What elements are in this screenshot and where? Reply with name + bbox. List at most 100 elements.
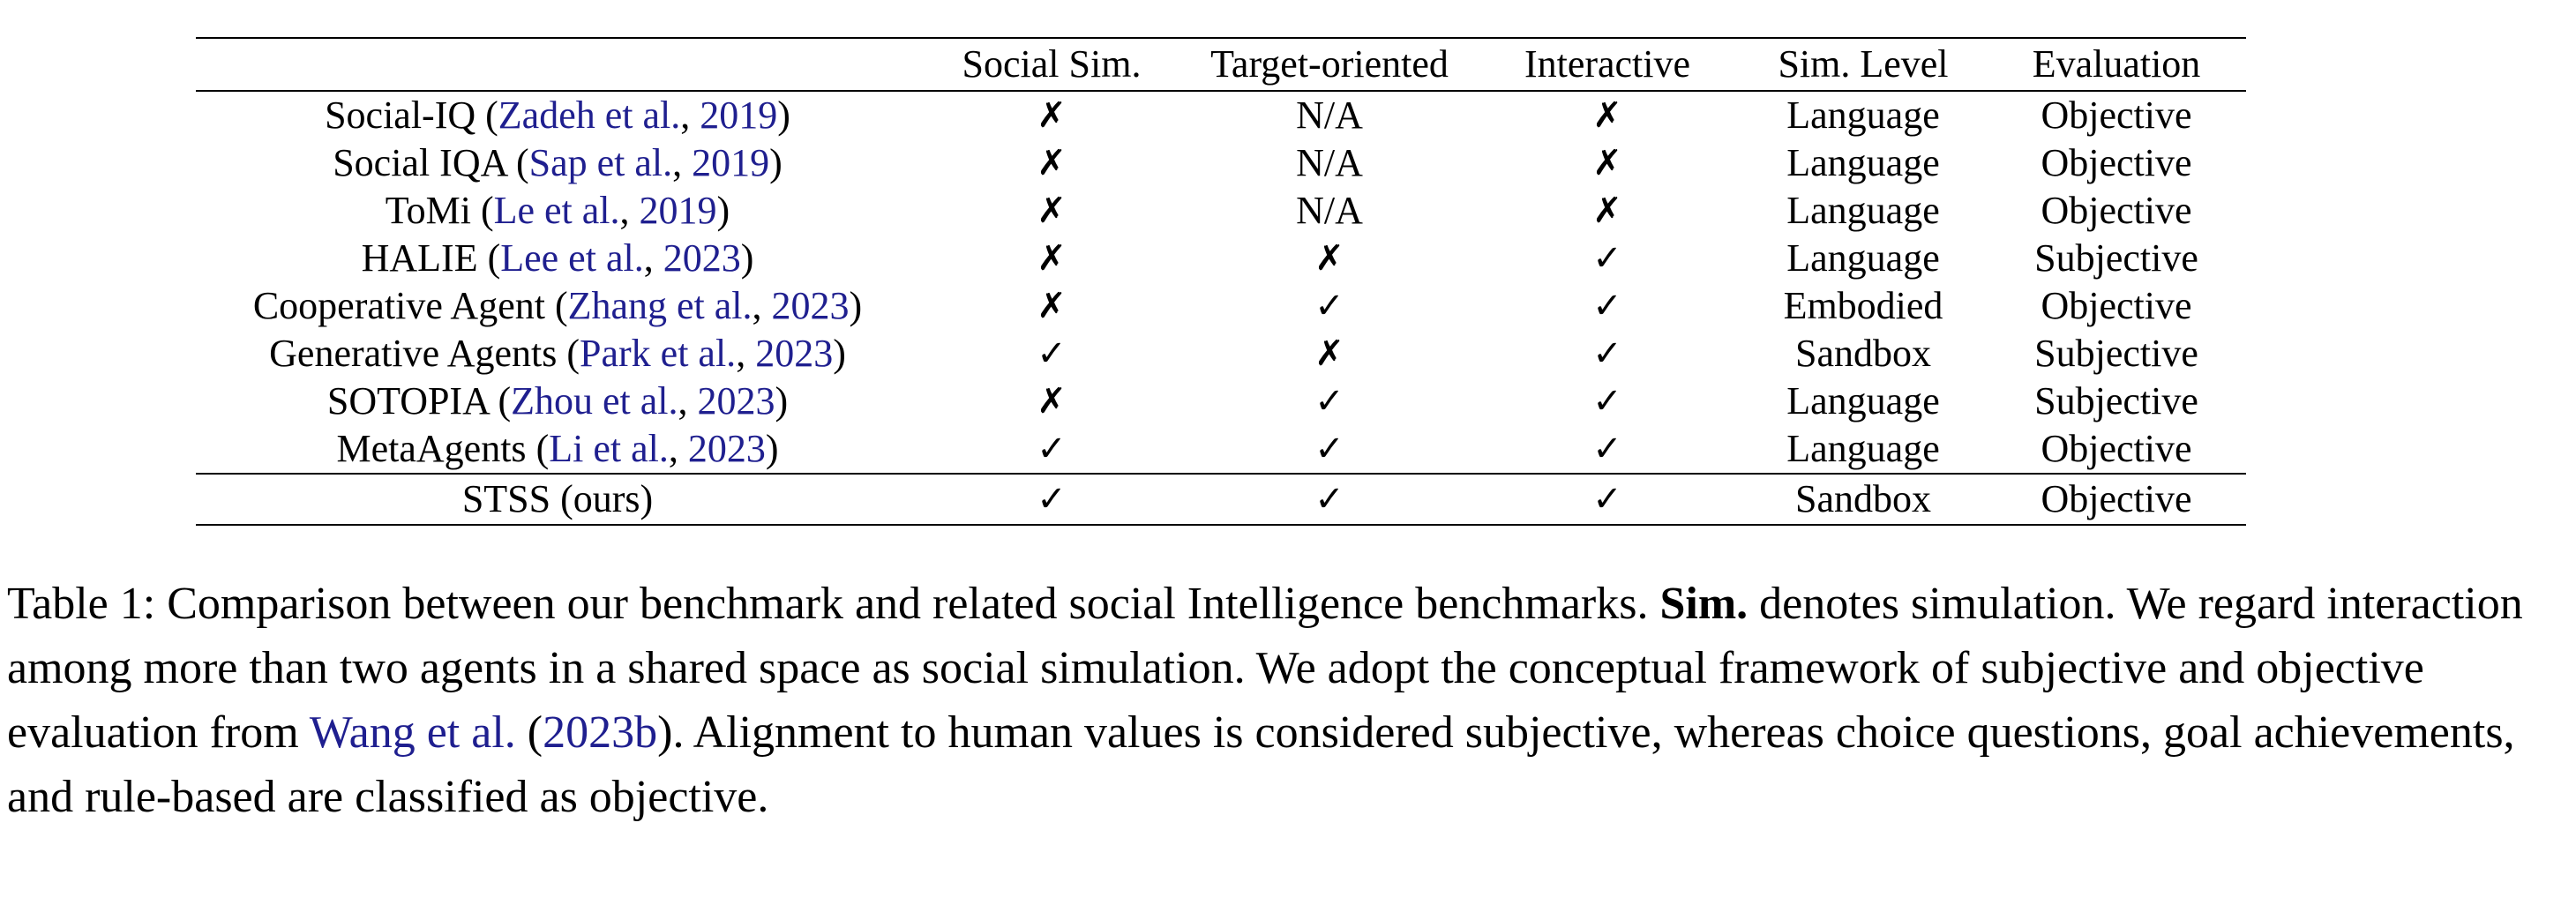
sim-level-value: Language: [1786, 236, 1940, 280]
target-oriented-mark: ✗: [1314, 238, 1344, 279]
table-row: Social IQA (Sap et al., 2019) ✗ N/A ✗ Langua…: [196, 139, 2246, 187]
benchmark-name: ToMi (Le et al., 2019): [385, 189, 730, 232]
target-oriented-mark: ✓: [1314, 429, 1344, 469]
benchmark-name: Cooperative Agent (Zhang et al., 2023): [252, 284, 863, 327]
benchmark-name: Social IQA (Sap et al., 2019): [333, 141, 783, 184]
target-oriented-mark: ✓: [1314, 381, 1344, 422]
citation-year[interactable]: 2023: [771, 284, 850, 327]
caption-text-2: denotes simulation. We regard interactio…: [7, 579, 2523, 758]
benchmark-name: HALIE (Lee et al., 2023): [361, 236, 754, 280]
sim-level-value: Language: [1786, 379, 1940, 423]
evaluation-value: Objective: [2041, 189, 2192, 232]
benchmark-label: ToMi: [385, 189, 471, 232]
table-header-row: Social Sim. Target-oriented Interactive …: [196, 38, 2246, 91]
sim-level-value: Sandbox: [1795, 477, 1931, 520]
benchmark-label: Social IQA: [333, 141, 506, 184]
citation-author[interactable]: Zadeh et al.: [498, 93, 681, 137]
citation-year[interactable]: 2023: [697, 379, 775, 423]
evaluation-value: Subjective: [2034, 332, 2198, 375]
caption-text-3: . Alignment to human values is considere…: [7, 707, 2515, 822]
target-oriented-mark: ✗: [1314, 333, 1344, 374]
caption-citation-year[interactable]: 2023b: [543, 707, 658, 758]
benchmark-label: Social-IQ: [325, 93, 476, 137]
evaluation-value: Objective: [2041, 427, 2192, 470]
citation-year[interactable]: 2023: [663, 236, 741, 280]
caption-text-1: Comparison between our benchmark and rel…: [167, 579, 1649, 629]
citation-author[interactable]: Park et al.: [580, 332, 737, 375]
citation-author[interactable]: Lee et al.: [500, 236, 644, 280]
citation-year[interactable]: 2023: [755, 332, 834, 375]
header-benchmark: [196, 38, 919, 91]
evaluation-value: Subjective: [2034, 379, 2198, 423]
target-oriented-mark: N/A: [1296, 141, 1363, 184]
evaluation-value: Subjective: [2034, 236, 2198, 280]
interactive-mark: ✓: [1592, 238, 1622, 279]
benchmark-name: Generative Agents (Park et al., 2023): [269, 332, 846, 375]
social-sim-mark: ✗: [1037, 286, 1067, 326]
interactive-mark: ✓: [1592, 429, 1622, 469]
interactive-mark: ✗: [1592, 143, 1622, 183]
citation-author[interactable]: Le et al.: [493, 189, 620, 232]
table-row: Cooperative Agent (Zhang et al., 2023) ✗ ✓…: [196, 282, 2246, 330]
caption-label: Table 1:: [7, 579, 156, 629]
header-target-oriented: Target-oriented: [1210, 42, 1449, 86]
table-row-ours: STSS (ours) ✓ ✓ ✓ Sandbox Objective: [196, 474, 2246, 525]
table-row: Generative Agents (Park et al., 2023) ✓ ✗ ✓…: [196, 330, 2246, 378]
benchmark-name: Social-IQ (Zadeh et al., 2019): [325, 93, 790, 137]
social-sim-mark: ✗: [1037, 191, 1067, 231]
interactive-mark: ✗: [1592, 95, 1622, 136]
interactive-mark: ✓: [1592, 381, 1622, 422]
target-oriented-mark: ✓: [1314, 479, 1344, 520]
comparison-table: Social Sim. Target-oriented Interactive …: [196, 37, 2246, 526]
benchmark-name: MetaAgents (Li et al., 2023): [336, 427, 779, 470]
sim-level-value: Language: [1786, 141, 1940, 184]
citation-author[interactable]: Li et al.: [549, 427, 669, 470]
comparison-table-container: Social Sim. Target-oriented Interactive …: [196, 37, 2246, 526]
sim-level-value: Sandbox: [1795, 332, 1931, 375]
table-row: MetaAgents (Li et al., 2023) ✓ ✓ ✓ Language O…: [196, 425, 2246, 474]
evaluation-value: Objective: [2041, 141, 2192, 184]
target-oriented-mark: N/A: [1296, 93, 1363, 137]
table-row: HALIE (Lee et al., 2023) ✗ ✗ ✓ Language Subje…: [196, 235, 2246, 282]
benchmark-label: HALIE: [361, 236, 478, 280]
benchmark-label: MetaAgents: [336, 427, 527, 470]
benchmark-name: SOTOPIA (Zhou et al., 2023): [326, 379, 789, 423]
citation-year[interactable]: 2019: [639, 189, 717, 232]
header-social-sim: Social Sim.: [962, 42, 1142, 86]
social-sim-mark: ✗: [1037, 95, 1067, 136]
interactive-mark: ✓: [1592, 286, 1622, 326]
table-row: ToMi (Le et al., 2019) ✗ N/A ✗ Language Objec…: [196, 187, 2246, 235]
sim-level-value: Language: [1786, 93, 1940, 137]
caption-bold-term: Sim.: [1659, 579, 1749, 629]
social-sim-mark: ✓: [1037, 429, 1067, 469]
sim-level-value: Language: [1786, 189, 1940, 232]
citation-author[interactable]: Zhang et al.: [567, 284, 753, 327]
social-sim-mark: ✗: [1037, 143, 1067, 183]
citation-year[interactable]: 2019: [692, 141, 770, 184]
interactive-mark: ✗: [1592, 191, 1622, 231]
benchmark-label: Cooperative Agent: [252, 284, 545, 327]
citation-author[interactable]: Sap et al.: [528, 141, 673, 184]
sim-level-value: Embodied: [1783, 284, 1943, 327]
table-row: Social-IQ (Zadeh et al., 2019) ✗ N/A ✗ Langu…: [196, 91, 2246, 139]
citation-year[interactable]: 2023: [687, 427, 766, 470]
social-sim-mark: ✗: [1037, 381, 1067, 422]
header-sim-level: Sim. Level: [1778, 42, 1949, 86]
citation-author[interactable]: Zhou et al.: [511, 379, 678, 423]
header-interactive: Interactive: [1524, 42, 1691, 86]
table-caption: Table 1: Comparison between our benchmar…: [7, 579, 2523, 822]
benchmark-label: SOTOPIA: [326, 379, 489, 423]
interactive-mark: ✓: [1592, 479, 1622, 520]
target-oriented-mark: ✓: [1314, 286, 1344, 326]
header-evaluation: Evaluation: [2032, 42, 2201, 86]
caption-citation-author[interactable]: Wang et al.: [309, 707, 516, 758]
social-sim-mark: ✓: [1037, 333, 1067, 374]
benchmark-name: STSS (ours): [461, 477, 654, 520]
evaluation-value: Objective: [2041, 477, 2192, 520]
sim-level-value: Language: [1786, 427, 1940, 470]
target-oriented-mark: N/A: [1296, 189, 1363, 232]
social-sim-mark: ✓: [1037, 479, 1067, 520]
citation-year[interactable]: 2019: [700, 93, 778, 137]
interactive-mark: ✓: [1592, 333, 1622, 374]
evaluation-value: Objective: [2041, 93, 2192, 137]
